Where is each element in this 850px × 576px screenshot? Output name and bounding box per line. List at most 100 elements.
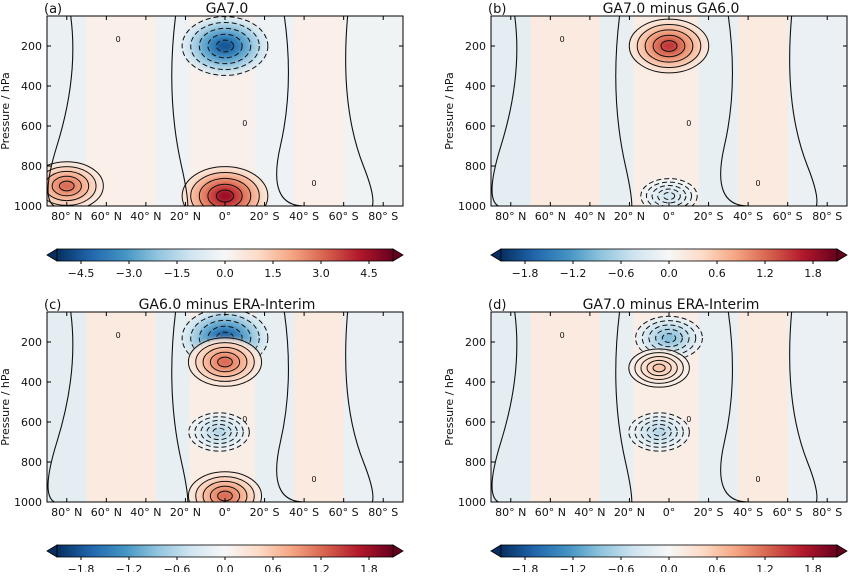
field-band [530, 312, 600, 502]
field-band [343, 312, 403, 502]
y-tick-label: 1000 [458, 200, 486, 213]
x-tick-label: 60° N [91, 210, 122, 223]
y-tick-label: 1000 [14, 200, 42, 213]
panel-title: GA7.0 minus GA6.0 [603, 1, 740, 17]
y-tick-label: 200 [465, 40, 486, 53]
heatmap-field: 0 0 0 [491, 16, 847, 206]
zero-contour [720, 312, 749, 502]
contour-line [209, 351, 241, 373]
y-tick-label: 800 [465, 456, 486, 469]
panel-b: (b) GA7.0 minus GA6.0 0 0 0 80° N 60° N 40° N… [443, 1, 848, 223]
contour-line [58, 180, 75, 192]
colorbar-extend-low [46, 544, 58, 558]
x-tick-label: 60° S [329, 506, 359, 519]
colorbar-tick-label: 1.2 [756, 563, 774, 572]
colorbar-c: −1.8 −1.2 −0.6 0.0 0.6 1.2 1.8 [46, 544, 404, 576]
x-tick-label: 20° S [250, 210, 280, 223]
heatmap-field: 0 0 0 [47, 16, 403, 206]
zero-contour [789, 16, 818, 206]
colorbar-tick-label: −0.6 [608, 563, 635, 572]
panel-label: (c) [44, 298, 61, 313]
contour-line [187, 471, 263, 502]
anomaly-negative [213, 428, 226, 436]
zero-contour [491, 16, 518, 206]
colorbar-tick-label: 0.0 [216, 267, 234, 280]
field-band [787, 16, 847, 206]
colorbar-tick-label: 0.6 [264, 563, 282, 572]
colorbar-tick-label: 0.0 [660, 267, 678, 280]
x-tick-label: 80° N [495, 210, 526, 223]
contour-label: 0 [686, 119, 691, 128]
colorbar-tick-label: −1.8 [512, 563, 539, 572]
x-tick-label: 40° N [130, 506, 161, 519]
y-tick-label: 200 [465, 336, 486, 349]
colorbar-tick-label: 1.2 [756, 267, 774, 280]
x-tick-label: 60° S [773, 506, 803, 519]
anomaly-negative [216, 40, 234, 52]
anomaly-positive [217, 357, 233, 367]
colorbar-tick-label: −1.2 [560, 563, 587, 572]
colorbar-tick-label: 0.0 [216, 563, 234, 572]
contour-line [657, 188, 681, 204]
contour-label: 0 [755, 179, 760, 188]
contour-label: 0 [686, 415, 691, 424]
colorbar-tick-label: 1.5 [264, 267, 282, 280]
contour-label: 0 [116, 35, 121, 44]
x-tick-label: 80° N [495, 506, 526, 519]
contour-line [195, 476, 255, 502]
contour-line [640, 356, 678, 380]
zero-contour [789, 312, 818, 502]
contour-line [202, 346, 248, 378]
anomaly-positive [653, 364, 666, 372]
y-tick-label: 1000 [14, 496, 42, 509]
contour-line [646, 359, 672, 377]
contour-label: 0 [755, 475, 760, 484]
y-tick-label: 400 [21, 376, 42, 389]
colorbar-body [56, 544, 394, 558]
zero-contour [47, 312, 74, 502]
anomaly-positive [59, 181, 75, 191]
heatmap-field: 0 0 0 [491, 312, 847, 502]
zero-contour [615, 16, 633, 206]
field-band [698, 312, 739, 502]
colorbar-b: −1.8 −1.2 −0.6 0.0 0.6 1.2 1.8 [490, 248, 848, 280]
anomaly-positive [217, 491, 233, 501]
colorbar-tick-label: −0.6 [608, 267, 635, 280]
contour-line [628, 348, 690, 388]
y-axis-label: Pressure / hPa [0, 368, 12, 446]
contour-line [212, 427, 226, 437]
contour-line [640, 178, 698, 206]
x-tick-label: 0° [663, 506, 676, 519]
colorbar-tick-label: 1.8 [360, 563, 378, 572]
y-tick-label: 600 [21, 120, 42, 133]
zero-contour [47, 16, 74, 206]
contour-line [47, 170, 90, 202]
contour-line [661, 333, 677, 343]
contour-line [634, 416, 684, 448]
contour-label: 0 [311, 475, 316, 484]
colorbar-tick-label: 1.8 [804, 267, 822, 280]
contour-line [198, 27, 252, 65]
anomaly-positive [661, 40, 677, 52]
x-tick-label: 40° S [289, 210, 319, 223]
x-tick-label: 20° S [694, 210, 724, 223]
x-tick-label: 40° S [733, 506, 763, 519]
colorbar-a: −4.5 −3.0 −1.5 0.0 1.5 3.0 4.5 [46, 248, 404, 280]
contour-line [47, 161, 104, 206]
contour-line [644, 29, 694, 63]
colorbar-tick-label: −1.5 [164, 267, 191, 280]
x-tick-label: 80° N [51, 210, 82, 223]
field-band [294, 16, 344, 206]
colorbar-tick-label: −0.6 [164, 563, 191, 572]
y-tick-label: 800 [465, 160, 486, 173]
zero-contour [615, 312, 633, 502]
panel-label: (b) [488, 2, 506, 17]
panel-title: GA7.0 [206, 1, 249, 17]
contour-label: 0 [311, 179, 316, 188]
zero-contour [171, 16, 189, 206]
anomaly-positive [216, 190, 234, 202]
y-tick-label: 800 [21, 456, 42, 469]
colorbar-tick-label: −1.8 [512, 267, 539, 280]
plot-area: 0 0 0 80° N 60° N 40° N 20° N 0° 20° S 40° S 60° S… [14, 15, 404, 223]
colorbar-body [56, 248, 394, 262]
